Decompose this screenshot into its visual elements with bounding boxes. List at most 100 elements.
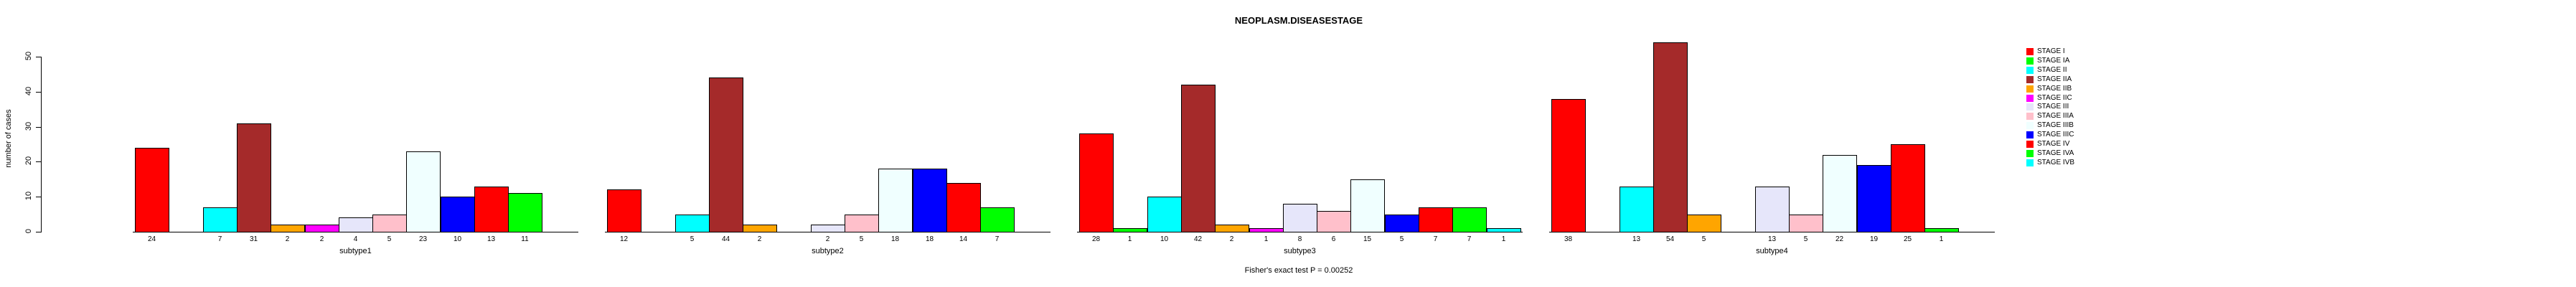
bar [271, 225, 305, 232]
bar-value-label: 38 [1564, 235, 1573, 243]
legend-color-swatch [2026, 75, 2034, 83]
bar-value-label: 7 [1467, 235, 1472, 243]
legend-label: STAGE IVA [2037, 149, 2074, 157]
bar [1181, 85, 1216, 232]
bar-value-label: 23 [418, 235, 428, 243]
bar [508, 193, 542, 232]
bar [1924, 228, 1959, 232]
bar [607, 189, 641, 232]
fisher-test-annotation: Fisher's exact test P = 0.00252 [1244, 266, 1353, 275]
y-tick-label: 0 [24, 228, 33, 234]
bar [1789, 215, 1823, 232]
legend-label: STAGE I [2037, 47, 2065, 55]
bar [305, 225, 339, 232]
y-tick [36, 161, 41, 163]
bar-value-label: 28 [1091, 235, 1101, 243]
legend-label: STAGE IIA [2037, 75, 2072, 83]
bar [1551, 99, 1586, 232]
legend-label: STAGE IIIC [2037, 131, 2074, 139]
legend-color-swatch [2026, 159, 2034, 166]
bar [203, 207, 238, 232]
bar [1079, 133, 1114, 232]
bar-value-label: 19 [1869, 235, 1879, 243]
legend-label: STAGE IVB [2037, 158, 2075, 166]
bar [1857, 165, 1891, 232]
bar-value-label: 10 [453, 235, 462, 243]
legend-label: STAGE IIIA [2037, 112, 2074, 121]
bar-value-label: 2 [285, 235, 290, 243]
legend-label: STAGE IIIB [2037, 121, 2074, 130]
legend-color-swatch [2026, 85, 2034, 93]
legend-color-swatch [2026, 122, 2034, 130]
legend-label: STAGE IV [2037, 140, 2070, 148]
bar [237, 123, 271, 232]
bar-value-label: 5 [859, 235, 864, 243]
bar-value-label: 25 [1903, 235, 1912, 243]
bar [811, 225, 845, 232]
bar [1215, 225, 1249, 232]
bar-value-label: 44 [721, 235, 730, 243]
legend-color-swatch [2026, 94, 2034, 102]
bar [1147, 197, 1182, 232]
legend-label: STAGE IIB [2037, 84, 2072, 93]
bar-value-label: 8 [1297, 235, 1302, 243]
bar-value-label: 18 [890, 235, 900, 243]
y-tick-label: 50 [24, 51, 33, 61]
legend-label: STAGE IIC [2037, 93, 2072, 102]
x-group-label: subtype1 [339, 247, 372, 255]
bar-value-label: 7 [995, 235, 1000, 243]
bar-value-label: 7 [1433, 235, 1438, 243]
bar [709, 77, 743, 232]
legend-color-swatch [2026, 57, 2034, 65]
bar [1419, 207, 1453, 232]
bar-value-label: 14 [959, 235, 968, 243]
bar-value-label: 1 [1264, 235, 1269, 243]
bar-value-label: 1 [1939, 235, 1944, 243]
bar-value-label: 42 [1193, 235, 1203, 243]
bar-value-label: 7 [217, 235, 222, 243]
bar-value-label: 13 [486, 235, 496, 243]
bar [1687, 215, 1721, 232]
bar-value-label: 10 [1160, 235, 1169, 243]
bar-value-label: 1 [1127, 235, 1132, 243]
bar [1385, 215, 1419, 232]
bar-value-label: 2 [1229, 235, 1234, 243]
legend-label: STAGE II [2037, 65, 2067, 74]
bar-value-label: 24 [147, 235, 156, 243]
y-tick-label: 30 [24, 121, 33, 131]
bar [1317, 211, 1351, 232]
legend-color-swatch [2026, 103, 2034, 111]
y-tick [36, 91, 41, 93]
bar [1350, 179, 1385, 232]
bar [135, 148, 169, 232]
bar [980, 207, 1015, 232]
legend-color-swatch [2026, 113, 2034, 121]
bar-value-label: 13 [1632, 235, 1641, 243]
y-axis-label: number of cases [4, 109, 13, 168]
legend-label: STAGE IA [2037, 56, 2070, 65]
legend-label: STAGE III [2037, 103, 2069, 111]
bar-value-label: 18 [925, 235, 934, 243]
bar-value-label: 54 [1665, 235, 1675, 243]
y-tick-label: 10 [24, 192, 33, 201]
bar [1487, 228, 1521, 232]
y-tick-label: 20 [24, 156, 33, 166]
bar [406, 151, 441, 232]
bar [1823, 155, 1857, 232]
y-tick [36, 126, 41, 128]
bar-value-label: 2 [319, 235, 324, 243]
bar-value-label: 6 [1331, 235, 1336, 243]
bar [441, 197, 475, 232]
x-group-label: subtype3 [1284, 247, 1316, 255]
bar [1653, 42, 1688, 232]
bar [845, 215, 879, 232]
y-axis-line [41, 57, 42, 232]
bar-value-label: 22 [1835, 235, 1844, 243]
x-group-label: subtype2 [812, 247, 844, 255]
legend-color-swatch [2026, 131, 2034, 139]
legend-color-swatch [2026, 48, 2034, 55]
bar-value-label: 2 [757, 235, 762, 243]
bar-value-label: 31 [249, 235, 258, 243]
bar [1620, 187, 1654, 232]
